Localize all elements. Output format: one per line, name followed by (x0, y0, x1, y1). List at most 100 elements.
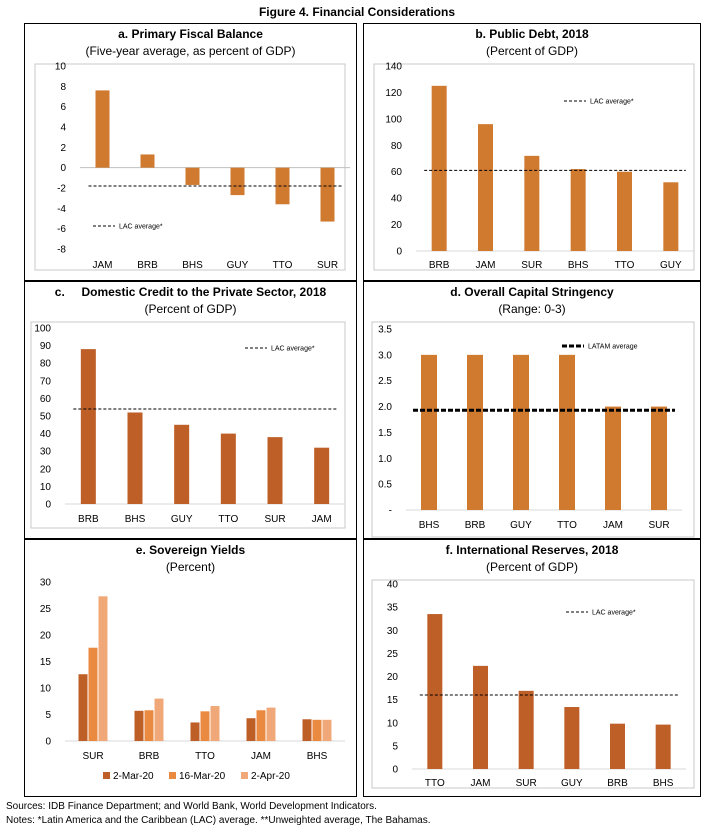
y-tick-label: 35 (387, 603, 399, 614)
y-tick-label: -8 (57, 245, 66, 256)
bar (314, 447, 330, 504)
y-tick-label: 10 (387, 718, 399, 729)
chart-title: e. Sovereign Yields (135, 543, 246, 557)
bar (127, 412, 143, 504)
bar (473, 665, 488, 769)
x-tick-label: JAM (93, 260, 113, 271)
x-tick-label: JAM (312, 514, 332, 525)
x-tick-label: SUR (317, 260, 338, 271)
chart-plot: 40 35 30 25 20 15 10 5 0 TTO JAM SUR GUY BRB BHS LAC av… (371, 579, 695, 789)
y-tick-label: 0 (45, 737, 51, 748)
bar (513, 354, 529, 510)
x-tick-label: BRB (139, 751, 160, 762)
legend-label: LAC average* (271, 346, 315, 353)
legend-label: 2-Mar-20 (113, 771, 154, 782)
bar (431, 85, 447, 251)
bar (140, 154, 155, 168)
sources-note: Sources: IDB Finance Department; and Wor… (6, 801, 377, 812)
bar (610, 723, 625, 769)
x-tick-label: SUR (521, 260, 542, 271)
bar (524, 155, 540, 251)
panel-public-debt: b. Public Debt, 2018 (Percent of GDP) 14… (363, 23, 701, 281)
legend-label: 2-Apr-20 (251, 771, 290, 782)
x-tick-label: TTO (273, 260, 293, 271)
chart-subtitle: (Percent) (165, 560, 216, 574)
bar-16-Mar-20 (312, 719, 322, 741)
bar (605, 406, 621, 510)
x-tick-label: BHS (653, 778, 674, 789)
y-tick-label: 0 (45, 500, 51, 511)
bar (95, 90, 110, 168)
legend-label: LAC average* (592, 610, 636, 617)
y-tick-label: 40 (391, 194, 403, 205)
x-tick-label: BHS (307, 751, 328, 762)
chart-subtitle: (Range: 0-3) (498, 302, 566, 316)
bar (467, 354, 483, 510)
y-tick-label: 0 (60, 163, 66, 174)
y-tick-label: 40 (387, 580, 399, 591)
y-tick-label: 60 (40, 394, 52, 405)
bar (174, 424, 190, 504)
panel-international-reserves: f. International Reserves, 2018 (Percent… (363, 539, 701, 797)
y-tick-label: 140 (385, 62, 402, 73)
x-tick-label: TTO (195, 751, 215, 762)
y-tick-label: 15 (40, 657, 52, 668)
x-tick-label: JAM (603, 520, 623, 531)
legend-swatch (103, 772, 110, 779)
bar-2-Mar-20 (134, 710, 144, 741)
y-tick-label: 30 (40, 447, 52, 458)
legend-swatch (241, 772, 248, 779)
bar (570, 169, 586, 251)
legend-label: LAC average* (119, 224, 163, 231)
y-tick-label: 15 (387, 695, 399, 706)
y-tick-label: 120 (385, 88, 402, 99)
y-tick-label: 2.5 (378, 376, 392, 387)
y-tick-label: 60 (391, 167, 403, 178)
x-tick-label: GUY (510, 520, 532, 531)
y-tick-label: - (389, 506, 392, 517)
plot-area-border (371, 579, 695, 789)
y-tick-label: 4 (60, 123, 66, 134)
bar-2-Apr-20 (98, 596, 108, 741)
x-tick-label: BHS (125, 514, 146, 525)
x-tick-label: BHS (568, 260, 589, 271)
y-tick-label: 10 (55, 62, 67, 73)
legend-swatch (169, 772, 176, 779)
x-tick-label: BRB (137, 260, 158, 271)
y-tick-label: 40 (40, 429, 52, 440)
x-tick-label: BRB (607, 778, 628, 789)
chart-plot: 140 120 100 80 60 40 20 0 BRB JAM SUR BHS TTO GUY LAC … (373, 62, 695, 271)
bar-2-Mar-20 (190, 722, 200, 741)
y-tick-label: 10 (40, 684, 52, 695)
bar-16-Mar-20 (144, 710, 154, 741)
chart-plot: 3.5 3.0 2.5 2.0 1.5 1.0 0.5 - BHS BRB GUY TTO JAM SUR… (371, 321, 695, 538)
bar (267, 437, 283, 504)
y-tick-label: 6 (60, 102, 66, 113)
chart-subtitle: (Percent of GDP) (485, 560, 579, 574)
y-tick-label: 90 (40, 341, 52, 352)
x-tick-label: BRB (429, 260, 450, 271)
y-tick-label: 0.5 (378, 480, 392, 491)
y-tick-label: 25 (40, 604, 52, 615)
bar-2-Apr-20 (154, 698, 164, 741)
y-tick-label: 20 (387, 672, 399, 683)
x-tick-label: GUY (227, 260, 249, 271)
bar (320, 167, 335, 222)
y-tick-label: 5 (45, 710, 51, 721)
bar (559, 354, 575, 510)
y-tick-label: 25 (387, 649, 399, 660)
y-tick-label: 30 (387, 626, 399, 637)
x-tick-label: GUY (660, 260, 682, 271)
y-tick-label: 10 (40, 482, 52, 493)
y-tick-label: 50 (40, 412, 52, 423)
x-tick-label: BRB (78, 514, 99, 525)
bar-2-Mar-20 (246, 718, 256, 741)
x-tick-label: GUY (561, 778, 583, 789)
bar (663, 182, 679, 251)
bar (220, 433, 236, 504)
legend-label: 16-Mar-20 (179, 771, 226, 782)
bar-2-Mar-20 (302, 719, 312, 741)
panel-domestic-credit: c. Domestic Credit to the Private Sector… (24, 281, 357, 539)
panel-primary-fiscal-balance: a. Primary Fiscal Balance (Five-year ave… (24, 23, 357, 281)
